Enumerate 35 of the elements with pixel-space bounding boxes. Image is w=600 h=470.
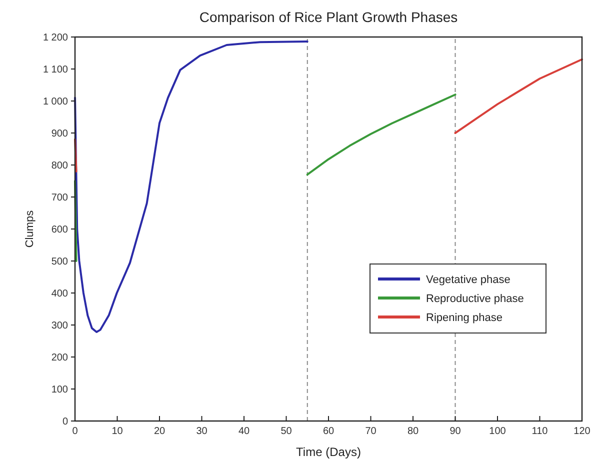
y-axis-title: Clumps bbox=[24, 210, 36, 248]
y-tick-label: 600 bbox=[51, 224, 68, 236]
x-tick-label: 50 bbox=[280, 426, 292, 437]
y-tick-label: 1 200 bbox=[42, 32, 68, 44]
y-tick-label: 400 bbox=[51, 288, 68, 300]
x-tick-label: 0 bbox=[72, 426, 78, 437]
y-tick-label: 200 bbox=[51, 352, 68, 364]
y-tick-label: 1 100 bbox=[42, 64, 68, 76]
x-axis-title: Time (Days) bbox=[296, 445, 361, 459]
x-tick-label: 100 bbox=[489, 426, 506, 437]
x-tick-label: 120 bbox=[574, 426, 591, 437]
x-tick-label: 90 bbox=[450, 426, 462, 437]
line-series bbox=[306, 94, 456, 176]
x-tick-label: 110 bbox=[532, 426, 548, 437]
line-series bbox=[74, 40, 308, 334]
chart-title: Comparison of Rice Plant Growth Phases bbox=[199, 9, 458, 25]
legend-label: Reproductive phase bbox=[426, 293, 524, 305]
y-tick-label: 500 bbox=[51, 256, 68, 268]
y-tick-label: 700 bbox=[51, 192, 68, 204]
x-tick-label: 20 bbox=[154, 426, 166, 437]
y-tick-label: 800 bbox=[51, 160, 68, 172]
x-tick-label: 40 bbox=[238, 426, 250, 437]
line-series bbox=[454, 58, 583, 134]
y-tick-label: 1 000 bbox=[42, 96, 68, 108]
y-tick-label: 100 bbox=[51, 384, 68, 396]
x-tick-label: 80 bbox=[407, 426, 419, 437]
x-tick-label: 70 bbox=[365, 426, 377, 437]
y-tick-label: 300 bbox=[51, 320, 68, 332]
x-tick-label: 60 bbox=[322, 426, 334, 437]
legend-label: Ripening phase bbox=[426, 312, 502, 324]
x-tick-label: 30 bbox=[196, 426, 208, 437]
y-tick-label: 900 bbox=[51, 128, 68, 140]
y-tick-label: 0 bbox=[62, 416, 68, 428]
legend-label: Vegetative phase bbox=[426, 274, 510, 286]
x-tick-label: 10 bbox=[112, 426, 124, 437]
